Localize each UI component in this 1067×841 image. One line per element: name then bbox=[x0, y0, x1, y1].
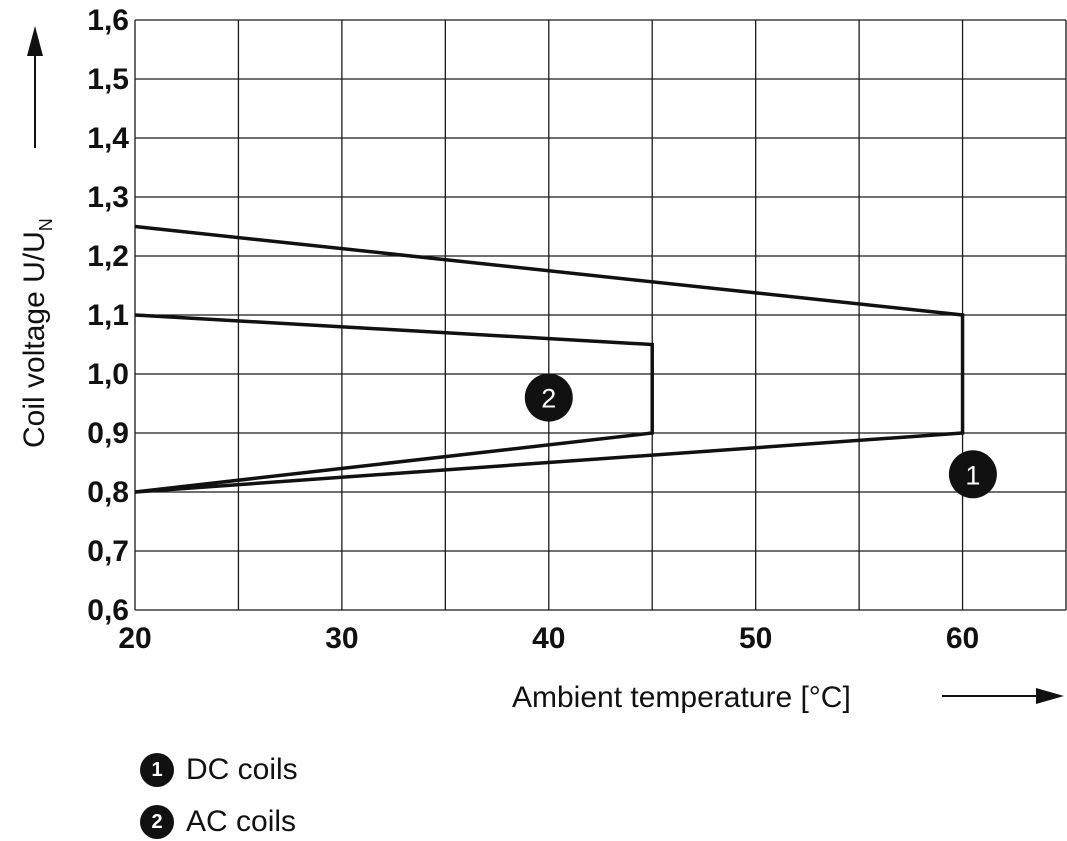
y-tick-label: 1,2 bbox=[87, 240, 129, 273]
legend-item-dc: 1 DC coils bbox=[140, 753, 298, 787]
series-line-1 bbox=[134, 224, 965, 494]
legend-label-dc: DC coils bbox=[186, 753, 298, 786]
y-tick-label: 1,0 bbox=[87, 358, 129, 391]
legend-marker-1: 1 bbox=[140, 753, 174, 787]
tick-labels: 0,6 0,7 0,8 0,9 1,0 1,1 1,2 1,3 1,4 1,5 1,6 20 30 40 5… bbox=[87, 4, 979, 655]
x-tick-label: 50 bbox=[739, 622, 772, 655]
series-markers: 12 bbox=[524, 373, 997, 499]
series-badge-2 bbox=[524, 373, 573, 422]
x-tick-label: 30 bbox=[325, 622, 358, 655]
y-axis-arrow-icon bbox=[27, 26, 43, 148]
x-tick-label: 20 bbox=[118, 622, 151, 655]
legend-item-ac: 2 AC coils bbox=[140, 805, 296, 839]
y-axis-title: Coil voltage U/UN bbox=[18, 218, 56, 448]
x-tick-label: 40 bbox=[532, 622, 565, 655]
y-tick-label: 0,8 bbox=[87, 476, 129, 509]
y-tick-label: 1,5 bbox=[87, 63, 129, 96]
y-axis-title-subscript: N bbox=[36, 218, 56, 231]
series-badge-label-2: 2 bbox=[541, 384, 556, 414]
y-tick-label: 0,7 bbox=[87, 535, 129, 568]
x-axis-title: Ambient temperature [°C] bbox=[512, 681, 851, 714]
series-lines bbox=[134, 224, 965, 494]
series-badge-label-1: 1 bbox=[965, 460, 980, 490]
y-tick-label: 1,1 bbox=[87, 299, 129, 332]
y-tick-label: 0,6 bbox=[87, 594, 129, 627]
x-tick-label: 60 bbox=[946, 622, 979, 655]
legend-label-ac: AC coils bbox=[186, 805, 297, 838]
legend-marker-2: 2 bbox=[140, 805, 174, 839]
y-tick-label: 1,6 bbox=[87, 4, 129, 37]
x-axis-arrow-icon bbox=[942, 688, 1064, 704]
y-tick-label: 1,4 bbox=[87, 122, 129, 155]
grid bbox=[134, 19, 1067, 611]
y-axis-title-main: Coil voltage U/U bbox=[18, 231, 51, 448]
y-tick-label: 1,3 bbox=[87, 181, 129, 214]
y-tick-label: 0,9 bbox=[87, 417, 129, 450]
series-line-2 bbox=[134, 313, 654, 494]
series-badge-1 bbox=[948, 450, 997, 499]
